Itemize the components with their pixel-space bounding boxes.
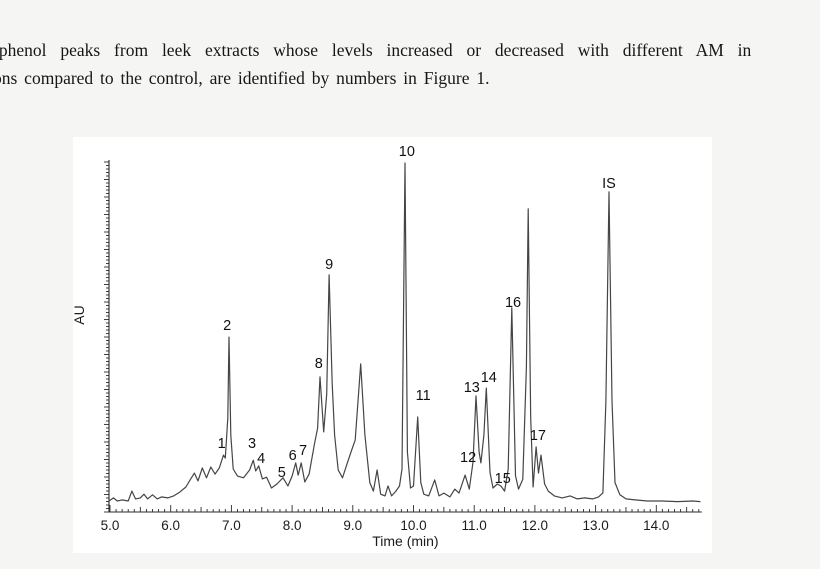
peak-label-4: 4 xyxy=(257,451,265,467)
chromatogram-trace xyxy=(109,162,701,503)
x-tick-label: 11.0 xyxy=(462,518,487,533)
document-text-line-2: ons compared to the control, are identif… xyxy=(0,68,490,88)
x-tick-label: 5.0 xyxy=(101,518,120,533)
peak-label-13: 13 xyxy=(464,380,480,396)
document-paragraph: ’phenol peaks from leek extracts whose l… xyxy=(0,36,820,92)
peak-label-IS: IS xyxy=(602,176,616,192)
peak-label-16: 16 xyxy=(505,295,521,311)
peak-label-15: 15 xyxy=(495,471,511,487)
x-axis-title: Time (min) xyxy=(372,533,438,549)
x-tick-label: 8.0 xyxy=(283,518,302,533)
x-tick-label: 12.0 xyxy=(522,518,548,533)
peak-label-7: 7 xyxy=(299,443,307,459)
peak-label-12: 12 xyxy=(460,450,476,466)
peak-label-9: 9 xyxy=(325,257,333,273)
peak-label-11: 11 xyxy=(416,388,431,404)
peak-label-5: 5 xyxy=(278,465,286,481)
peak-label-1: 1 xyxy=(218,436,226,452)
chromatogram-svg: 5.0 6.0 7.0 8.0 9.0 10.0 11.0 12.0 13.0 14.0 Time … xyxy=(73,144,702,549)
peak-label-6: 6 xyxy=(289,448,297,464)
peak-label-10: 10 xyxy=(399,144,415,160)
x-tick-label: 13.0 xyxy=(582,518,608,533)
document-text-line-1: ’phenol peaks from leek extracts whose l… xyxy=(0,40,752,60)
x-tick-label: 10.0 xyxy=(400,518,426,533)
peak-label-2: 2 xyxy=(223,318,231,334)
x-tick-label: 6.0 xyxy=(161,518,180,533)
chromatogram-figure: 5.0 6.0 7.0 8.0 9.0 10.0 11.0 12.0 13.0 14.0 Time … xyxy=(73,137,712,553)
peak-label-8: 8 xyxy=(315,356,323,372)
peak-label-17: 17 xyxy=(530,428,546,444)
peak-label-3: 3 xyxy=(248,436,256,452)
y-axis-title: AU xyxy=(73,305,87,324)
x-tick-label: 9.0 xyxy=(343,518,362,533)
x-tick-label: 7.0 xyxy=(222,518,241,533)
peak-label-14: 14 xyxy=(481,370,497,386)
x-tick-label: 14.0 xyxy=(643,518,669,533)
